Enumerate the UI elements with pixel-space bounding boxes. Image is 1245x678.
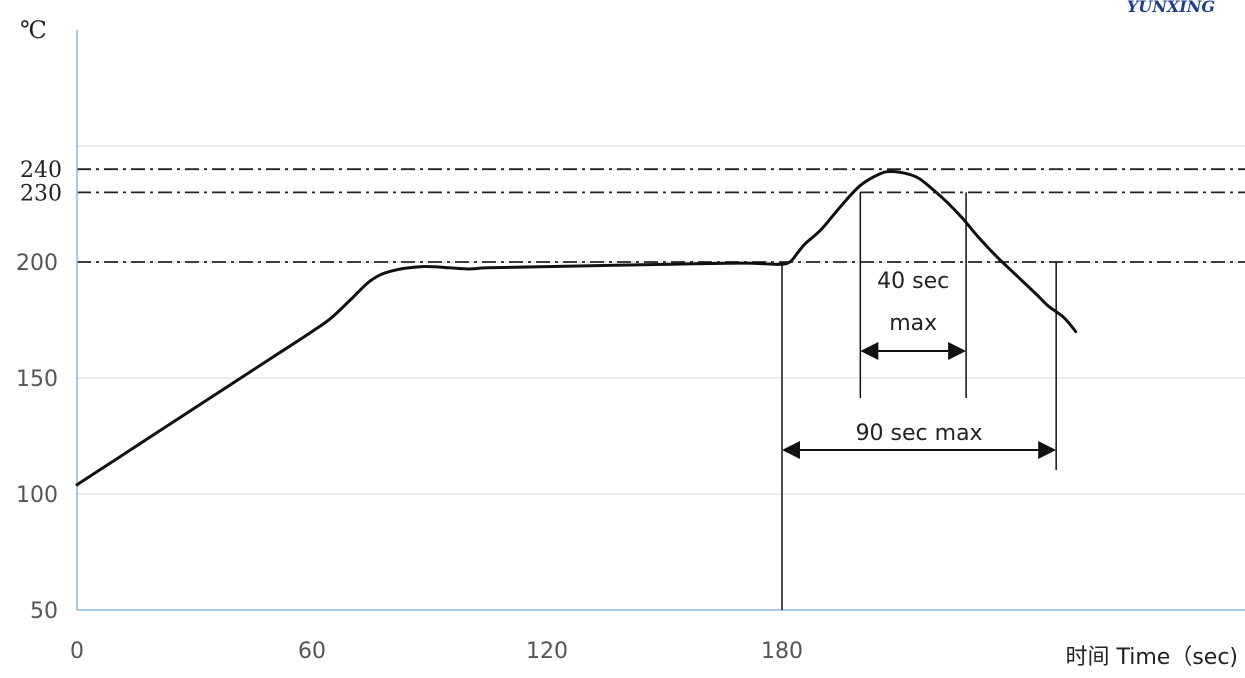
y-tick-label: 50 bbox=[30, 599, 58, 624]
annotation-40sec-text: max bbox=[889, 311, 937, 336]
reference-lines bbox=[77, 168, 1245, 263]
y-tick-label: 240 bbox=[20, 158, 62, 183]
temperature-profile-line bbox=[75, 170, 1078, 487]
arrow-head bbox=[948, 342, 967, 360]
grid-lines bbox=[77, 145, 1245, 611]
x-tick-label: 120 bbox=[526, 639, 568, 664]
y-unit-label: ℃ bbox=[20, 16, 47, 44]
y-tick-label: 200 bbox=[16, 251, 58, 276]
x-tick-label: 0 bbox=[70, 639, 84, 664]
arrow-head bbox=[1038, 441, 1057, 459]
annotation-90sec-text: 90 sec max bbox=[856, 421, 983, 446]
annotation-40sec-text: 40 sec bbox=[877, 269, 949, 294]
svg-text:YUNXING: YUNXING bbox=[1127, 0, 1215, 16]
x-axis-title: 时间 Time（sec) bbox=[1065, 645, 1238, 670]
axes bbox=[76, 30, 1245, 611]
x-tick-label: 60 bbox=[298, 639, 326, 664]
arrow-head bbox=[782, 441, 800, 459]
brand-logo: YUNXING bbox=[1127, 0, 1215, 16]
arrow-head bbox=[860, 342, 879, 360]
y-tick-label: 100 bbox=[16, 483, 58, 508]
y-tick-label: 230 bbox=[20, 181, 62, 206]
series-group bbox=[75, 170, 1078, 487]
annotations: 40 sec max 90 sec max bbox=[781, 192, 1057, 610]
x-tick-label: 180 bbox=[761, 639, 803, 664]
y-tick-label: 150 bbox=[16, 367, 58, 392]
